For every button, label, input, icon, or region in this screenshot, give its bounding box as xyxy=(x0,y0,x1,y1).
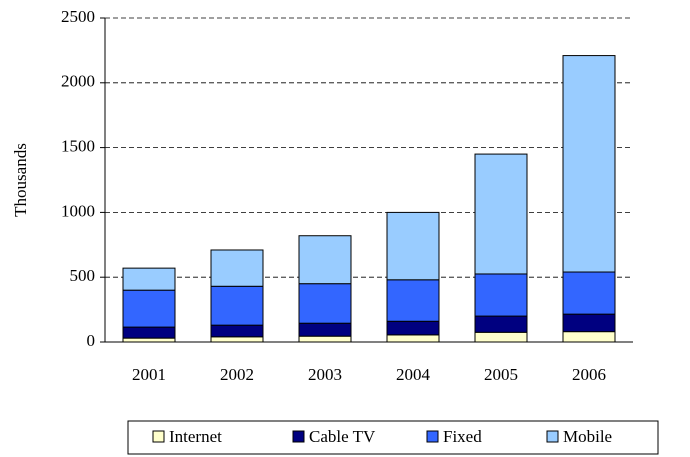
x-tick-label: 2006 xyxy=(572,365,606,384)
x-tick-label: 2001 xyxy=(132,365,166,384)
x-tick-label: 2005 xyxy=(484,365,518,384)
bar-segment xyxy=(562,271,616,315)
y-tick-label: 500 xyxy=(70,266,96,285)
y-tick-label: 1500 xyxy=(61,137,95,156)
y-tick-label: 2500 xyxy=(61,7,95,26)
legend-label: Mobile xyxy=(563,427,612,446)
bar-segment xyxy=(474,153,528,275)
bar-segment xyxy=(562,313,616,333)
legend-label: Internet xyxy=(169,427,222,446)
legend-box xyxy=(127,420,659,455)
bar-segment xyxy=(122,337,176,343)
y-tick-label: 1000 xyxy=(61,201,95,220)
bar-segment xyxy=(386,279,440,322)
y-tick-label: 0 xyxy=(87,331,96,350)
x-tick-label: 2002 xyxy=(220,365,254,384)
bar-segment xyxy=(562,331,616,343)
bar-segment xyxy=(386,320,440,336)
bar-segment xyxy=(386,334,440,343)
x-tick-label: 2004 xyxy=(396,365,431,384)
bar-segment xyxy=(122,289,176,328)
bar-segment xyxy=(298,322,352,337)
bar-segment xyxy=(298,283,352,324)
bar-segment xyxy=(474,315,528,333)
legend-label: Cable TV xyxy=(309,427,376,446)
legend-label: Fixed xyxy=(443,427,482,446)
bar-segment xyxy=(210,249,264,287)
bar-segment xyxy=(298,235,352,285)
bar-segment xyxy=(210,324,264,338)
y-tick-label: 2000 xyxy=(61,72,95,91)
bar-segment xyxy=(210,336,264,343)
bar-segment xyxy=(386,211,440,281)
bar-segment xyxy=(122,326,176,339)
bar-segment xyxy=(122,267,176,291)
bar-segment xyxy=(474,273,528,317)
bar-segment xyxy=(562,55,616,273)
bar-segment xyxy=(210,285,264,326)
legend-swatch xyxy=(152,430,165,443)
legend-swatch xyxy=(292,430,305,443)
legend-swatch xyxy=(426,430,439,443)
bar-segment xyxy=(474,331,528,343)
y-axis-label: Thousands xyxy=(11,143,30,217)
x-tick-label: 2003 xyxy=(308,365,342,384)
legend-swatch xyxy=(546,430,559,443)
bar-segment xyxy=(298,335,352,343)
